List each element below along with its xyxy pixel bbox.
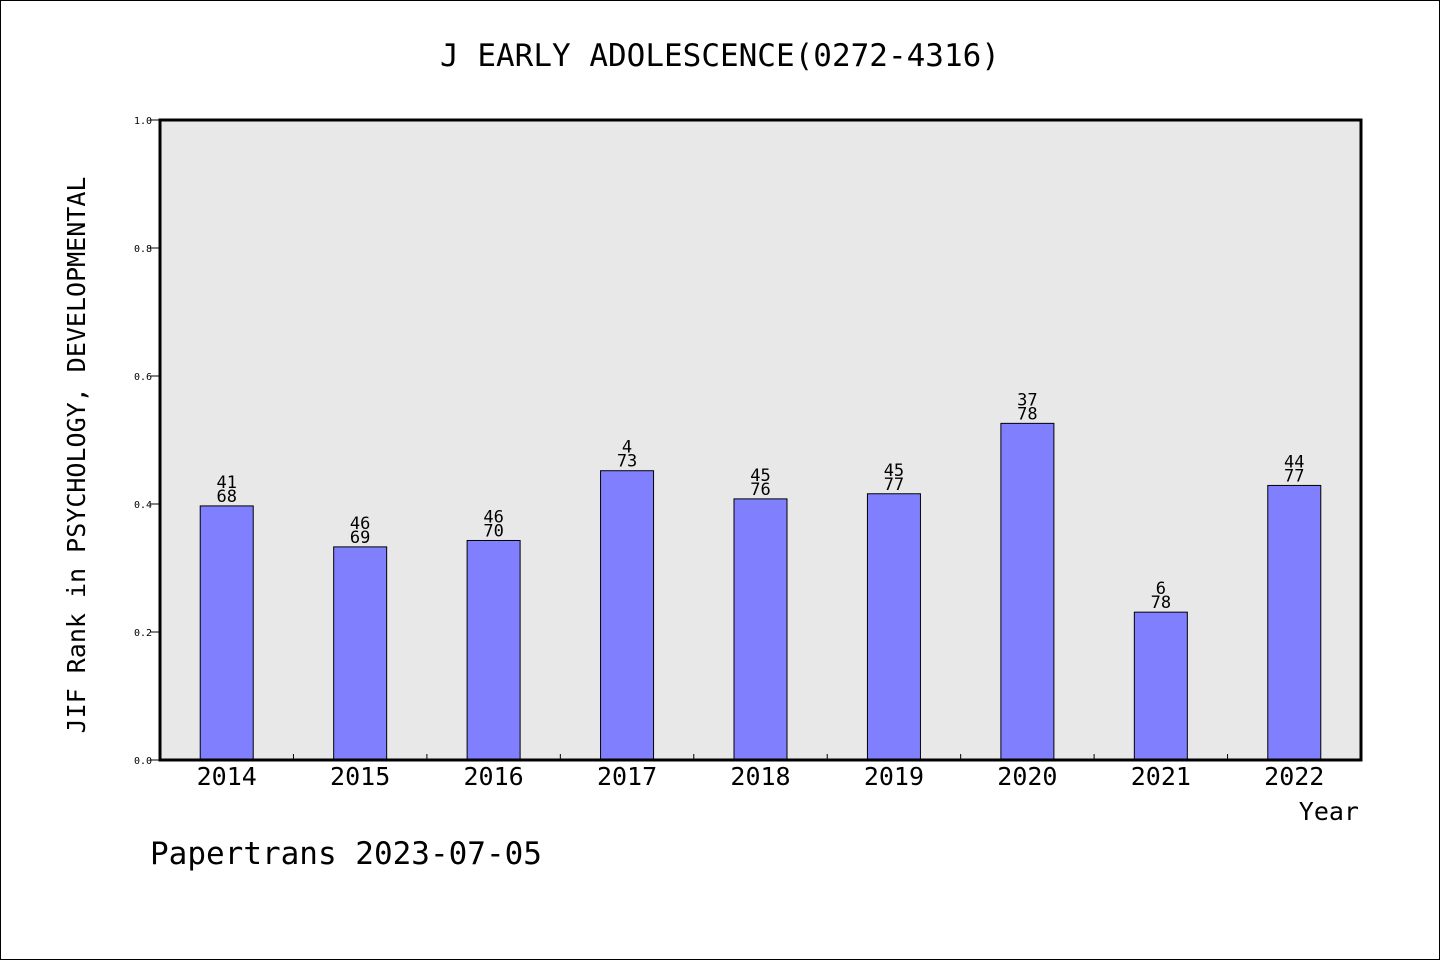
y-axis-label: JIF Rank in PSYCHOLOGY, DEVELOPMENTAL bbox=[62, 177, 91, 734]
bar-2017 bbox=[600, 470, 655, 761]
y-axis: 0.0 0.2 0.4 0.6 0.8 1.0 bbox=[134, 116, 160, 767]
bar-2015 bbox=[333, 546, 388, 761]
chart-title: J EARLY ADOLESCENCE(0272-4316) bbox=[440, 38, 1000, 74]
bar-label-rank-2016: 46 bbox=[483, 507, 503, 527]
bar-label-total-2016: 70 bbox=[483, 521, 503, 541]
footer-text: Papertrans 2023-07-05 bbox=[150, 836, 542, 872]
y-tick-label-0.4: 0.4 bbox=[134, 500, 152, 511]
bar-label-rank-2021: 6 bbox=[1156, 579, 1166, 599]
y-tick-label-0.0: 0.0 bbox=[134, 756, 152, 767]
plot-border bbox=[158, 118, 1363, 762]
x-tick-label-2021: 2021 bbox=[1131, 762, 1191, 791]
bar-label-total-2022: 77 bbox=[1284, 466, 1304, 486]
bar-2016 bbox=[466, 539, 521, 761]
bar-label-total-2014: 68 bbox=[216, 487, 236, 507]
bar-label-total-2020: 78 bbox=[1017, 404, 1037, 424]
bar-2019 bbox=[866, 493, 921, 761]
bar-label-total-2018: 76 bbox=[750, 480, 770, 500]
x-axis-label: Year bbox=[1299, 797, 1359, 826]
bar-label-total-2015: 69 bbox=[350, 528, 370, 548]
bar-label-rank-2018: 45 bbox=[750, 466, 770, 486]
y-tick-label-1.0: 1.0 bbox=[134, 116, 152, 127]
bar-label-rank-2019: 45 bbox=[884, 461, 904, 481]
bar-label-rank-2014: 41 bbox=[216, 473, 236, 493]
y-tick-label-0.6: 0.6 bbox=[134, 372, 152, 383]
bar-2018 bbox=[733, 498, 788, 761]
y-tick-label-0.2: 0.2 bbox=[134, 628, 152, 639]
bars-group bbox=[199, 422, 1322, 761]
x-tick-label-2014: 2014 bbox=[197, 762, 257, 791]
x-tick-label-2022: 2022 bbox=[1264, 762, 1324, 791]
y-tick-label-0.8: 0.8 bbox=[134, 244, 152, 255]
x-tick-label-2017: 2017 bbox=[597, 762, 657, 791]
bar-label-total-2019: 77 bbox=[884, 475, 904, 495]
bar-label-rank-2022: 44 bbox=[1284, 452, 1304, 472]
x-tick-label-2015: 2015 bbox=[330, 762, 390, 791]
bar-2022 bbox=[1267, 484, 1322, 761]
bar-label-rank-2015: 46 bbox=[350, 514, 370, 534]
bar-2020 bbox=[1000, 422, 1055, 761]
bar-label-total-2017: 73 bbox=[617, 452, 637, 472]
x-tick-label-2016: 2016 bbox=[464, 762, 524, 791]
x-tick-label-2020: 2020 bbox=[997, 762, 1057, 791]
bar-2021 bbox=[1133, 611, 1188, 761]
x-tick-label-2018: 2018 bbox=[730, 762, 790, 791]
x-axis: 2014 2015 2016 2017 2018 2019 2020 2021 2022 bbox=[197, 754, 1324, 791]
x-tick-label-2019: 2019 bbox=[864, 762, 924, 791]
bar-label-rank-2020: 37 bbox=[1017, 390, 1037, 410]
bar-label-total-2021: 78 bbox=[1151, 593, 1171, 613]
bar-label-rank-2017: 4 bbox=[622, 438, 632, 458]
bar-2014 bbox=[199, 505, 254, 761]
